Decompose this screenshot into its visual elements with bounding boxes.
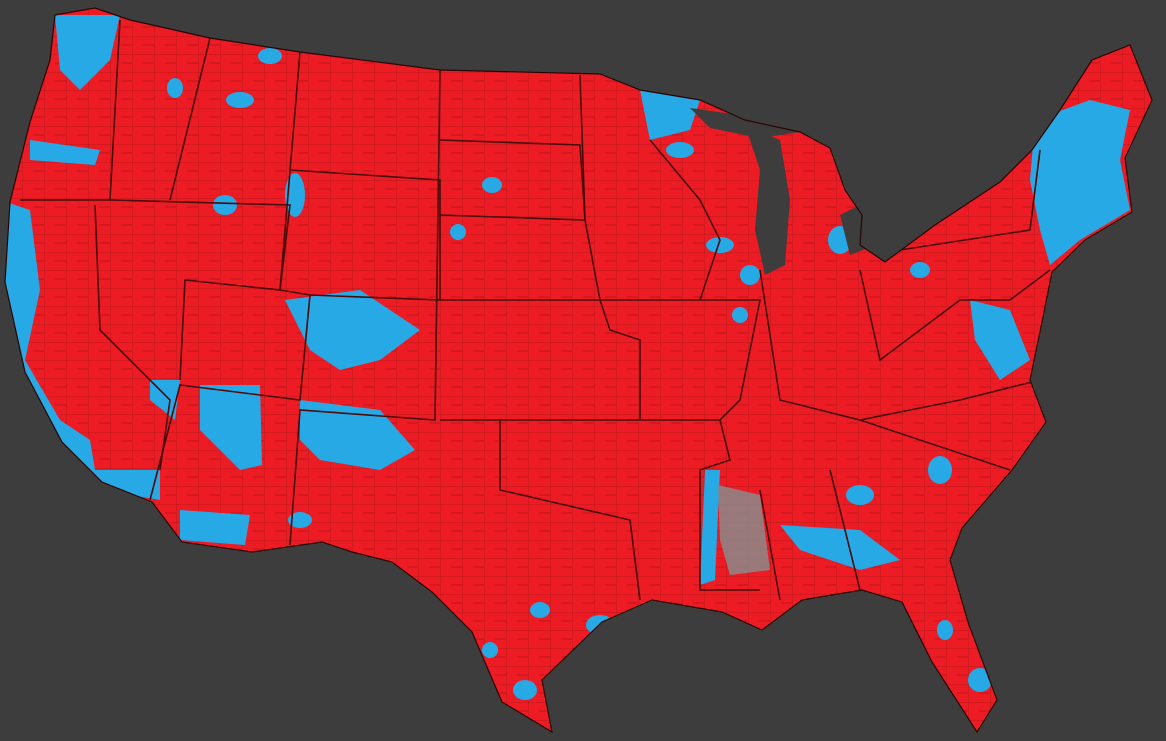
border — [439, 139, 586, 221]
mid-atlantic — [970, 300, 1030, 380]
border — [499, 420, 641, 601]
border — [149, 51, 311, 501]
border — [289, 69, 441, 546]
border — [899, 149, 1041, 251]
county — [666, 142, 694, 158]
county — [450, 224, 466, 240]
county — [530, 602, 550, 618]
colorado — [285, 290, 420, 370]
no-data — [718, 485, 770, 575]
border — [759, 419, 1011, 601]
county — [937, 620, 953, 640]
west-coast — [5, 200, 160, 500]
county — [846, 485, 874, 505]
county — [968, 668, 992, 692]
mississippi-delta — [700, 470, 720, 585]
us-outline — [4, 7, 1153, 734]
gray-counties — [718, 485, 770, 575]
border — [169, 37, 211, 201]
lake-michigan — [745, 125, 790, 275]
county — [928, 456, 952, 484]
county — [213, 195, 237, 215]
border — [859, 269, 1051, 362]
new-england — [1030, 100, 1130, 265]
border — [94, 204, 171, 471]
county — [740, 265, 760, 285]
border — [289, 169, 441, 301]
border — [700, 299, 761, 421]
oregon-valley — [30, 140, 100, 165]
minnesota-north — [640, 90, 700, 140]
arizona-north — [200, 385, 262, 470]
state-borders — [20, 19, 1051, 601]
border — [640, 419, 760, 591]
puget-sound — [55, 15, 120, 90]
blue-counties — [5, 15, 1130, 700]
arizona-west — [150, 380, 180, 420]
county — [258, 48, 282, 64]
arizona-south — [180, 510, 250, 545]
county — [910, 262, 930, 278]
lake-superior — [690, 108, 800, 138]
county — [288, 512, 312, 528]
new-mexico — [300, 400, 415, 470]
border — [440, 299, 641, 421]
county — [513, 680, 537, 700]
county — [167, 78, 183, 98]
black-belt — [780, 525, 900, 570]
county — [706, 237, 734, 253]
county — [732, 307, 748, 323]
county — [226, 92, 254, 108]
county — [482, 642, 498, 658]
lake-huron — [840, 205, 875, 255]
county — [482, 177, 502, 193]
